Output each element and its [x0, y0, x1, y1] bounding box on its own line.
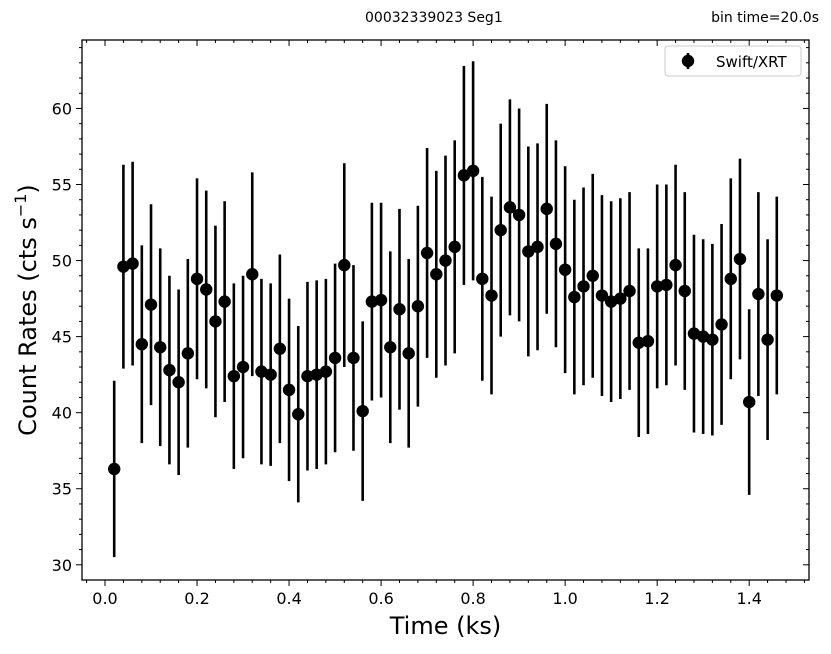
y-axis-label: Count Rates (cts s−1)	[11, 184, 42, 436]
data-point	[660, 278, 673, 292]
data-point	[742, 395, 756, 409]
data-point	[770, 289, 783, 302]
data-point	[328, 351, 342, 365]
y-tick-label: 30	[52, 556, 72, 575]
data-point	[246, 268, 259, 281]
bin-time-label: bin time=20.0s	[711, 10, 819, 26]
data-point	[209, 315, 222, 328]
data-point	[466, 164, 480, 178]
data-point	[347, 351, 360, 365]
data-point	[319, 365, 333, 378]
data-point	[568, 290, 581, 304]
data-point	[558, 263, 572, 276]
data-point	[540, 202, 553, 216]
data-point	[669, 258, 682, 272]
y-axis-label-exponent: −1	[11, 194, 30, 218]
data-point	[733, 252, 747, 266]
y-axis-label-close: )	[14, 184, 42, 193]
y-tick-label: 40	[52, 404, 72, 423]
data-point	[108, 462, 121, 476]
legend-label: Swift/XRT	[716, 53, 788, 71]
data-point	[356, 404, 369, 418]
data-point	[448, 240, 461, 254]
x-tick-label: 0.6	[368, 589, 393, 608]
data-point	[715, 318, 728, 331]
data-point	[402, 347, 415, 360]
data-point	[494, 223, 507, 237]
plot-content	[108, 61, 783, 558]
data-point	[512, 208, 526, 222]
data-point	[163, 363, 176, 377]
data-point	[706, 333, 719, 346]
data-point	[439, 254, 452, 267]
y-tick-label: 60	[52, 99, 72, 118]
y-tick-label: 35	[52, 480, 72, 499]
data-point	[503, 201, 517, 214]
data-point	[678, 284, 691, 298]
x-tick-label: 0.0	[92, 589, 117, 608]
data-point	[761, 333, 774, 346]
data-point	[218, 295, 231, 308]
plot-frame	[81, 39, 810, 581]
data-point	[292, 407, 305, 421]
data-point	[227, 369, 241, 383]
legend: Swift/XRT	[664, 45, 802, 77]
data-point	[172, 376, 185, 389]
y-tick-label: 45	[52, 328, 72, 347]
data-point	[595, 289, 609, 302]
x-tick-label: 0.4	[276, 589, 301, 608]
data-point	[393, 303, 406, 316]
data-point	[641, 334, 655, 348]
y-axis-label-main: Count Rates (cts s	[14, 217, 42, 436]
data-point	[420, 246, 434, 260]
observation-id-label: 00032339023 Seg1	[365, 10, 503, 26]
data-point	[522, 245, 535, 258]
legend-marker	[681, 54, 695, 68]
y-tick-label: 50	[52, 252, 72, 271]
data-point	[236, 360, 250, 374]
x-tick-label: 0.8	[460, 589, 485, 608]
x-tick-label: 0.2	[184, 589, 209, 608]
data-point	[384, 341, 397, 354]
data-point	[264, 368, 277, 381]
data-point	[623, 284, 636, 298]
data-point	[126, 257, 139, 270]
data-point	[301, 369, 314, 383]
legend-box	[664, 45, 802, 77]
data-point	[365, 295, 379, 308]
y-tick-label: 55	[52, 176, 72, 195]
data-point	[476, 272, 489, 286]
data-point	[181, 347, 195, 360]
data-point	[485, 289, 498, 302]
data-point	[752, 287, 765, 301]
data-point	[632, 336, 645, 349]
data-point	[577, 280, 590, 293]
data-point	[457, 169, 471, 182]
data-point	[411, 299, 425, 313]
x-axis-label: Time (ks)	[389, 612, 502, 640]
data-point	[374, 293, 388, 307]
data-point	[144, 298, 158, 311]
x-tick-label: 1.2	[644, 589, 669, 608]
data-point	[614, 292, 627, 305]
data-point	[154, 341, 167, 354]
data-point	[282, 383, 296, 397]
data-point	[190, 272, 204, 286]
data-point	[273, 342, 287, 355]
axis-ticks: 0.0 0.2 0.4 0.6 0.8 1.0 1.2 1.4 30 35 40 45 50 55 60	[52, 40, 809, 608]
data-point	[724, 272, 737, 286]
data-point	[650, 280, 664, 293]
data-point	[135, 338, 149, 351]
data-point	[531, 240, 544, 254]
data-point	[586, 269, 599, 282]
data-point	[200, 283, 213, 296]
data-point	[549, 237, 563, 251]
data-point	[338, 258, 351, 272]
data-point	[430, 268, 443, 281]
x-tick-label: 1.4	[736, 589, 761, 608]
x-tick-label: 1.0	[552, 589, 577, 608]
